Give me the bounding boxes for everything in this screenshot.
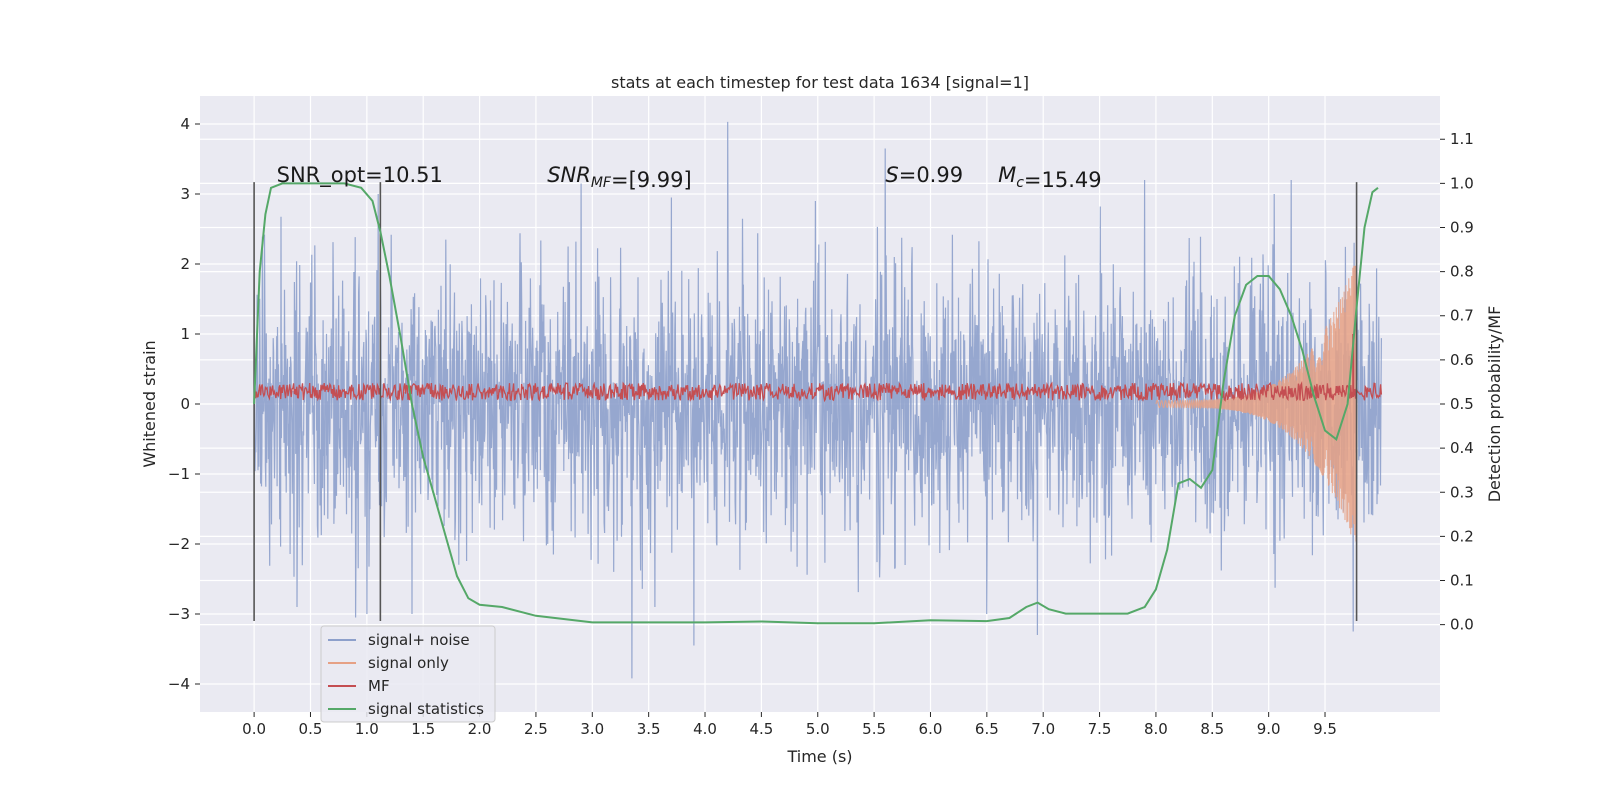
y-left-tick-label: −1 xyxy=(168,465,190,483)
annotation-part: M xyxy=(998,163,1016,187)
annotation-mc-value: Mc=15.49 xyxy=(998,163,1102,192)
y-right-tick-label: 0.3 xyxy=(1450,483,1474,501)
annotation-part: SNR_opt=10.51 xyxy=(277,163,443,188)
signal-only-series xyxy=(1155,265,1358,542)
legend-label-signal-only: signal only xyxy=(368,654,449,672)
chart-title: stats at each timestep for test data 163… xyxy=(611,73,1029,92)
tick-labels: 0.0 0.5 1.0 1.5 2.0 2.5 3.0 3.5 4.0 4.5 5.0 5.5 6.0 6… xyxy=(168,115,1474,738)
x-tick-label: 1.5 xyxy=(411,720,435,738)
y-left-tick-label: 2 xyxy=(180,255,190,273)
x-tick-label: 5.5 xyxy=(862,720,886,738)
y-axis-left-label: Whitened strain xyxy=(140,340,159,467)
annotation-snr-opt: SNR_opt=10.51 xyxy=(277,163,443,188)
x-tick-label: 9.0 xyxy=(1257,720,1281,738)
legend-label-signal-noise: signal+ noise xyxy=(368,631,470,649)
signal-statistics-line xyxy=(253,182,1379,625)
y-right-tick-label: 0.1 xyxy=(1450,572,1474,590)
x-tick-label: 8.0 xyxy=(1144,720,1168,738)
signal-noise-series xyxy=(253,121,1382,679)
annotation-part: =[9.99] xyxy=(611,168,692,192)
y-right-tick-label: 0.2 xyxy=(1450,527,1474,545)
x-tick-label: 4.5 xyxy=(749,720,773,738)
signal-noise-trace xyxy=(253,121,1382,679)
signal-statistics-series xyxy=(253,182,1379,625)
annotations: SNR_opt=10.51 SNRMF=[9.99] S=0.99 Mc=15.49 xyxy=(277,163,1102,192)
y-right-tick-label: 0.0 xyxy=(1450,616,1474,634)
annotation-part: =0.99 xyxy=(899,163,963,187)
x-tick-label: 2.0 xyxy=(468,720,492,738)
legend-label-signal-statistics: signal statistics xyxy=(368,700,484,718)
x-tick-label: 5.0 xyxy=(806,720,830,738)
legend-label-mf: MF xyxy=(368,677,390,695)
y-right-tick-label: 0.4 xyxy=(1450,439,1474,457)
x-tick-label: 7.5 xyxy=(1088,720,1112,738)
annotation-part: c xyxy=(1016,175,1024,191)
x-tick-label: 2.5 xyxy=(524,720,548,738)
y-right-tick-label: 0.9 xyxy=(1450,218,1474,236)
x-tick-label: 4.0 xyxy=(693,720,717,738)
x-tick-label: 0.5 xyxy=(299,720,323,738)
y-left-tick-label: 4 xyxy=(180,115,190,133)
mf-trace xyxy=(254,381,1383,403)
x-axis-label: Time (s) xyxy=(786,747,852,766)
x-tick-label: 3.0 xyxy=(580,720,604,738)
x-tick-label: 9.5 xyxy=(1313,720,1337,738)
x-tick-label: 6.5 xyxy=(975,720,999,738)
y-axis-right-label: Detection probability/MF xyxy=(1485,306,1504,503)
signal-only-trace xyxy=(1155,265,1358,542)
legend: signal+ noise signal only MF signal stat… xyxy=(320,625,496,723)
x-tick-label: 1.0 xyxy=(355,720,379,738)
y-left-tick-label: −2 xyxy=(168,535,190,553)
annotation-part: S xyxy=(885,163,898,187)
y-right-tick-label: 1.0 xyxy=(1450,174,1474,192)
y-right-tick-label: 0.7 xyxy=(1450,307,1474,325)
x-tick-label: 0.0 xyxy=(242,720,266,738)
annotation-snr-mf: SNRMF=[9.99] xyxy=(547,163,692,192)
y-right-tick-label: 1.1 xyxy=(1450,130,1474,148)
annotation-part: =15.49 xyxy=(1024,168,1102,192)
y-left-tick-label: 3 xyxy=(180,185,190,203)
y-left-tick-label: −4 xyxy=(168,675,190,693)
annotation-s-value: S=0.99 xyxy=(885,163,963,187)
annotation-part: MF xyxy=(591,175,612,191)
x-tick-label: 6.0 xyxy=(919,720,943,738)
y-right-tick-label: 0.6 xyxy=(1450,351,1474,369)
annotation-part: SNR xyxy=(547,163,591,187)
legend-box xyxy=(320,625,496,723)
y-right-tick-label: 0.5 xyxy=(1450,395,1474,413)
y-left-tick-label: −3 xyxy=(168,605,190,623)
x-tick-label: 8.5 xyxy=(1200,720,1224,738)
y-left-tick-label: 0 xyxy=(180,395,190,413)
y-right-tick-label: 0.8 xyxy=(1450,263,1474,281)
x-tick-label: 7.0 xyxy=(1031,720,1055,738)
x-tick-label: 3.5 xyxy=(637,720,661,738)
y-left-tick-label: 1 xyxy=(180,325,190,343)
